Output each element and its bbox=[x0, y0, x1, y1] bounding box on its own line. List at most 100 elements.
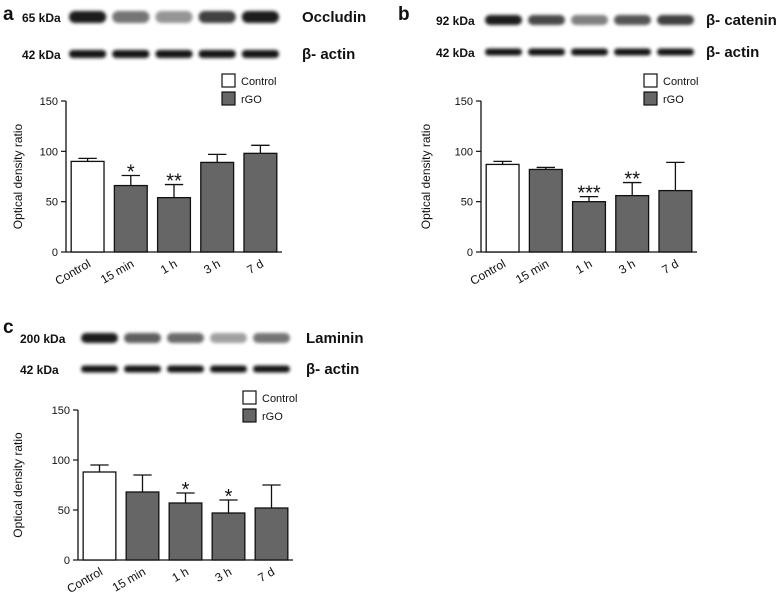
y-tick-label: 0 bbox=[467, 247, 473, 259]
blot-band bbox=[198, 50, 236, 58]
blot-band bbox=[614, 15, 651, 25]
blot-band bbox=[485, 15, 522, 25]
blot-kda-label: 200 kDa bbox=[20, 332, 66, 346]
blot-band bbox=[112, 11, 150, 23]
y-tick-label: 150 bbox=[455, 96, 473, 108]
y-axis-title: Optical density ratio bbox=[11, 123, 25, 229]
y-tick-label: 150 bbox=[52, 405, 70, 417]
blot-band bbox=[657, 48, 694, 56]
blot-band bbox=[167, 365, 204, 373]
blot-protein-label: β- actin bbox=[302, 46, 355, 63]
blot-band bbox=[571, 48, 608, 56]
blot-band bbox=[112, 50, 150, 58]
blot-kda-label: 92 kDa bbox=[436, 14, 475, 28]
legend-label: Control bbox=[663, 76, 698, 88]
blot-band bbox=[253, 365, 290, 373]
x-category-label: 3 h bbox=[213, 564, 234, 584]
blot-band bbox=[69, 50, 107, 58]
blot-band bbox=[528, 48, 565, 56]
blot-kda-label: 42 kDa bbox=[20, 363, 59, 377]
legend-label: rGO bbox=[262, 411, 283, 423]
legend-swatch bbox=[242, 408, 257, 423]
legend-label: Control bbox=[262, 393, 297, 405]
bar-1-h bbox=[168, 502, 203, 561]
blot-band bbox=[210, 365, 247, 373]
blot-band bbox=[571, 15, 608, 25]
western-blot: 65 kDa Occludin 42 kDa β- actin bbox=[22, 9, 366, 63]
significance-marker: ** bbox=[624, 169, 640, 191]
blot-protein-label: β- actin bbox=[706, 44, 759, 61]
bar-7-d bbox=[243, 152, 278, 253]
legend-label: rGO bbox=[663, 94, 684, 106]
blot-kda-label: 42 kDa bbox=[22, 48, 61, 62]
bar-15-min bbox=[528, 168, 563, 253]
blot-band bbox=[198, 11, 236, 23]
x-category-label: 15 min bbox=[110, 564, 148, 594]
panel-letter: b bbox=[398, 4, 410, 25]
y-tick-label: 100 bbox=[40, 146, 58, 158]
bar-3-h bbox=[615, 194, 650, 253]
blot-band bbox=[614, 48, 651, 56]
x-category-label: 15 min bbox=[513, 256, 551, 286]
blot-protein-label: Occludin bbox=[302, 9, 366, 26]
bar-1-h bbox=[571, 201, 607, 253]
panel-a: a 65 kDa Occludin 42 kDa β- actin 0 50 100 150 Op… bbox=[3, 4, 366, 288]
x-category-label: Control bbox=[468, 256, 509, 287]
blot-band bbox=[241, 50, 279, 58]
bar-15-min bbox=[125, 491, 160, 561]
x-category-label: 1 h bbox=[158, 256, 179, 276]
bar-3-h bbox=[200, 161, 235, 253]
bar-control bbox=[485, 163, 520, 253]
blot-band bbox=[155, 11, 193, 23]
blot-band bbox=[81, 333, 118, 343]
blot-band bbox=[81, 365, 118, 373]
blot-protein-label: Laminin bbox=[306, 330, 364, 347]
blot-protein-label: β- actin bbox=[306, 361, 359, 378]
legend-swatch bbox=[643, 91, 658, 106]
panel-c: c 200 kDa Laminin 42 kDa β- actin 0 50 100 150 Op… bbox=[3, 317, 364, 596]
bar-7-d bbox=[658, 189, 693, 253]
bar-15-min bbox=[113, 184, 148, 253]
y-tick-label: 50 bbox=[461, 197, 473, 209]
x-category-label: 15 min bbox=[98, 256, 136, 286]
blot-kda-label: 42 kDa bbox=[436, 46, 475, 60]
blot-band bbox=[241, 11, 279, 23]
x-category-label: 7 d bbox=[244, 256, 265, 276]
western-blot: 200 kDa Laminin 42 kDa β- actin bbox=[20, 330, 364, 378]
y-tick-label: 150 bbox=[40, 96, 58, 108]
legend: Control rGO bbox=[242, 390, 297, 423]
x-category-label: 7 d bbox=[256, 564, 277, 584]
y-axis-title: Optical density ratio bbox=[419, 123, 433, 229]
panel-letter: a bbox=[3, 4, 14, 25]
blot-band bbox=[253, 333, 290, 343]
y-tick-label: 0 bbox=[52, 247, 58, 259]
blot-band bbox=[528, 15, 565, 25]
legend-label: rGO bbox=[241, 94, 262, 106]
legend-swatch bbox=[221, 91, 236, 106]
blot-band bbox=[69, 11, 107, 23]
blot-band bbox=[167, 333, 204, 343]
legend: Control rGO bbox=[221, 73, 276, 106]
blot-band bbox=[210, 333, 247, 343]
significance-marker: * bbox=[127, 161, 135, 183]
western-blot: 92 kDa β- catenin 42 kDa β- actin bbox=[436, 12, 777, 61]
x-category-label: 3 h bbox=[616, 256, 637, 276]
significance-marker: *** bbox=[577, 183, 601, 205]
bar-1-h bbox=[156, 196, 192, 253]
y-tick-label: 100 bbox=[455, 146, 473, 158]
blot-kda-label: 65 kDa bbox=[22, 11, 61, 25]
x-category-label: Control bbox=[64, 564, 105, 595]
x-category-label: 7 d bbox=[659, 256, 680, 276]
blot-protein-label: β- catenin bbox=[706, 12, 777, 29]
x-category-label: 3 h bbox=[201, 256, 222, 276]
significance-marker: ** bbox=[166, 171, 182, 193]
panel-b: b 92 kDa β- catenin 42 kDa β- actin 0 50 100 150… bbox=[398, 4, 777, 288]
x-category-label: Control bbox=[53, 256, 94, 287]
x-category-label: 1 h bbox=[573, 256, 594, 276]
bar-3-h bbox=[211, 512, 246, 561]
x-category-label: 1 h bbox=[170, 564, 191, 584]
y-tick-label: 50 bbox=[46, 197, 58, 209]
legend-swatch bbox=[643, 73, 658, 88]
y-tick-label: 0 bbox=[64, 555, 70, 567]
